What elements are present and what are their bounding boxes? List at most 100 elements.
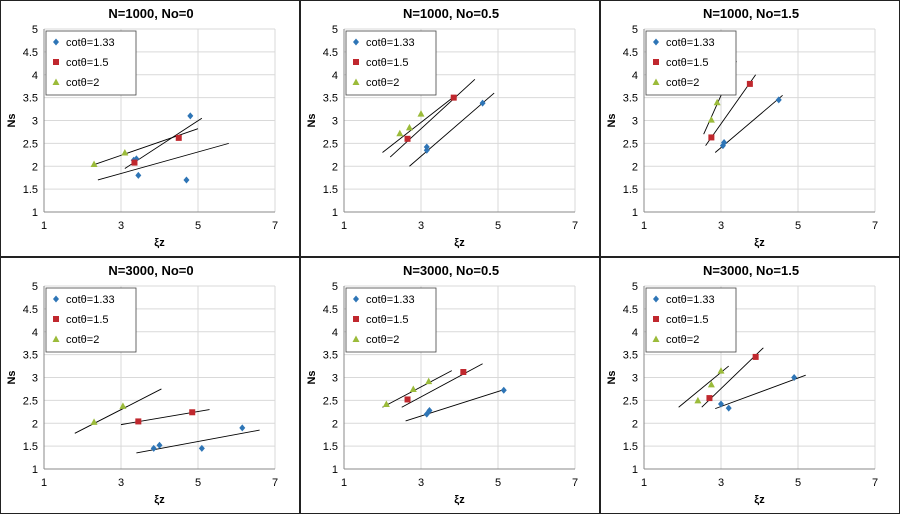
y-tick-label: 3.5 [323, 93, 338, 105]
y-tick-label: 2 [632, 418, 638, 430]
y-axis-label: Ns [606, 113, 618, 127]
legend-marker-triangle [352, 335, 360, 342]
y-tick-label: 4.5 [23, 47, 38, 59]
x-tick-label: 1 [41, 477, 47, 489]
y-tick-label: 2 [32, 418, 38, 430]
trendline-triangle [382, 94, 456, 153]
legend-box [645, 30, 737, 96]
legend-marker-square [653, 316, 659, 322]
legend: cotθ=1.33 cotθ=1.5 cotθ=2 [345, 287, 437, 353]
legend-label: cotθ=1.5 [666, 314, 709, 326]
x-tick-label: 5 [495, 477, 501, 489]
x-tick-label: 3 [718, 220, 724, 232]
y-axis-label: Ns [6, 370, 18, 384]
y-tick-label: 1 [32, 464, 38, 476]
legend-label: cotθ=1.33 [666, 37, 715, 49]
y-tick-label: 3.5 [623, 93, 638, 105]
legend-marker-triangle [52, 335, 60, 342]
legend-label: cotθ=1.33 [66, 37, 115, 49]
x-tick-label: 1 [641, 477, 647, 489]
legend-marker-triangle [52, 78, 60, 85]
data-point-square [706, 395, 713, 402]
legend: cotθ=1.33 cotθ=1.5 cotθ=2 [645, 30, 737, 96]
legend-box [345, 287, 437, 353]
chart-panel-2: N=1000, No=0.5 1 1.5 2 2.5 3 3.5 4 4.5 5 1 3 5 7 ξz Ns c… [300, 0, 600, 257]
legend-marker-square [353, 59, 359, 65]
x-tick-label: 7 [272, 220, 278, 232]
chart-title: N=3000, No=0.5 [403, 263, 499, 278]
trendline-triangle [91, 128, 199, 166]
legend-label: cotθ=2 [366, 77, 399, 89]
data-point-diamond [156, 441, 163, 449]
legend-label: cotθ=2 [666, 77, 699, 89]
data-point-square [752, 353, 759, 360]
legend-label: cotθ=2 [66, 77, 99, 89]
y-tick-label: 2.5 [623, 138, 638, 150]
data-point-square [746, 80, 753, 87]
x-tick-label: 7 [572, 220, 578, 232]
x-tick-label: 3 [118, 477, 124, 489]
legend-marker-triangle [652, 78, 660, 85]
y-tick-label: 2 [332, 161, 338, 173]
data-point-triangle [90, 418, 98, 425]
chart-title: N=3000, No=0 [108, 263, 193, 278]
legend-label: cotθ=1.33 [666, 294, 715, 306]
y-tick-label: 3 [32, 373, 38, 385]
chart-panel-3: N=1000, No=1.5 1 1.5 2 2.5 3 3.5 4 4.5 5 1 3 5 7 ξz Ns c… [600, 0, 900, 257]
chart-title: N=1000, No=1.5 [703, 6, 799, 21]
x-tick-label: 1 [41, 220, 47, 232]
y-tick-label: 1 [632, 207, 638, 219]
legend-marker-diamond [53, 38, 59, 46]
data-point-triangle [425, 377, 433, 385]
data-point-triangle [707, 380, 715, 388]
x-tick-label: 3 [418, 220, 424, 232]
y-tick-label: 2.5 [323, 138, 338, 150]
scatter-chart: N=3000, No=1.5 1 1.5 2 2.5 3 3.5 4 4.5 5 1 3 5 7 ξz Ns c… [606, 263, 878, 506]
data-point-diamond [791, 374, 798, 381]
legend-marker-square [353, 316, 359, 322]
y-tick-label: 5 [32, 24, 38, 36]
x-tick-label: 5 [795, 477, 801, 489]
data-point-triangle [119, 402, 127, 409]
y-tick-label: 2 [632, 161, 638, 173]
data-point-triangle [417, 110, 425, 117]
x-axis-label: ξz [754, 237, 765, 249]
trendline-diamond [97, 142, 229, 181]
x-tick-label: 5 [795, 220, 801, 232]
data-point-square [175, 134, 182, 141]
scatter-chart: N=1000, No=0.5 1 1.5 2 2.5 3 3.5 4 4.5 5 1 3 5 7 ξz Ns c… [306, 6, 578, 249]
legend-label: cotθ=2 [666, 334, 699, 346]
data-point-diamond [718, 400, 724, 408]
y-tick-label: 3.5 [623, 350, 638, 362]
y-tick-label: 1 [32, 207, 38, 219]
y-tick-label: 2.5 [23, 395, 38, 407]
x-tick-label: 5 [195, 477, 201, 489]
x-tick-label: 3 [118, 220, 124, 232]
data-point-square [404, 396, 411, 403]
legend: cotθ=1.33 cotθ=1.5 cotθ=2 [645, 287, 737, 353]
data-point-triangle [90, 160, 98, 167]
y-tick-label: 2.5 [23, 138, 38, 150]
y-axis-label: Ns [6, 113, 18, 127]
data-point-diamond [479, 99, 486, 107]
data-point-triangle [121, 149, 129, 156]
legend-box [345, 30, 437, 96]
trendline-diamond [409, 92, 495, 167]
data-point-diamond [183, 176, 190, 184]
legend-label: cotθ=1.33 [366, 294, 415, 306]
y-tick-label: 4 [32, 70, 38, 82]
data-point-diamond [775, 96, 782, 104]
data-point-diamond [198, 444, 205, 452]
legend-label: cotθ=1.5 [366, 57, 409, 69]
data-point-diamond [721, 138, 728, 146]
y-tick-label: 5 [632, 24, 638, 36]
y-tick-label: 5 [32, 281, 38, 293]
y-tick-label: 4 [632, 327, 638, 339]
trendline-square [401, 363, 483, 408]
trendline-diamond [715, 374, 806, 410]
data-point-diamond [725, 404, 732, 412]
y-tick-label: 2.5 [623, 395, 638, 407]
chart-panel-4: N=3000, No=0 1 1.5 2 2.5 3 3.5 4 4.5 5 1 3 5 7 ξz Ns cot… [0, 257, 300, 514]
chart-title: N=3000, No=1.5 [703, 263, 799, 278]
